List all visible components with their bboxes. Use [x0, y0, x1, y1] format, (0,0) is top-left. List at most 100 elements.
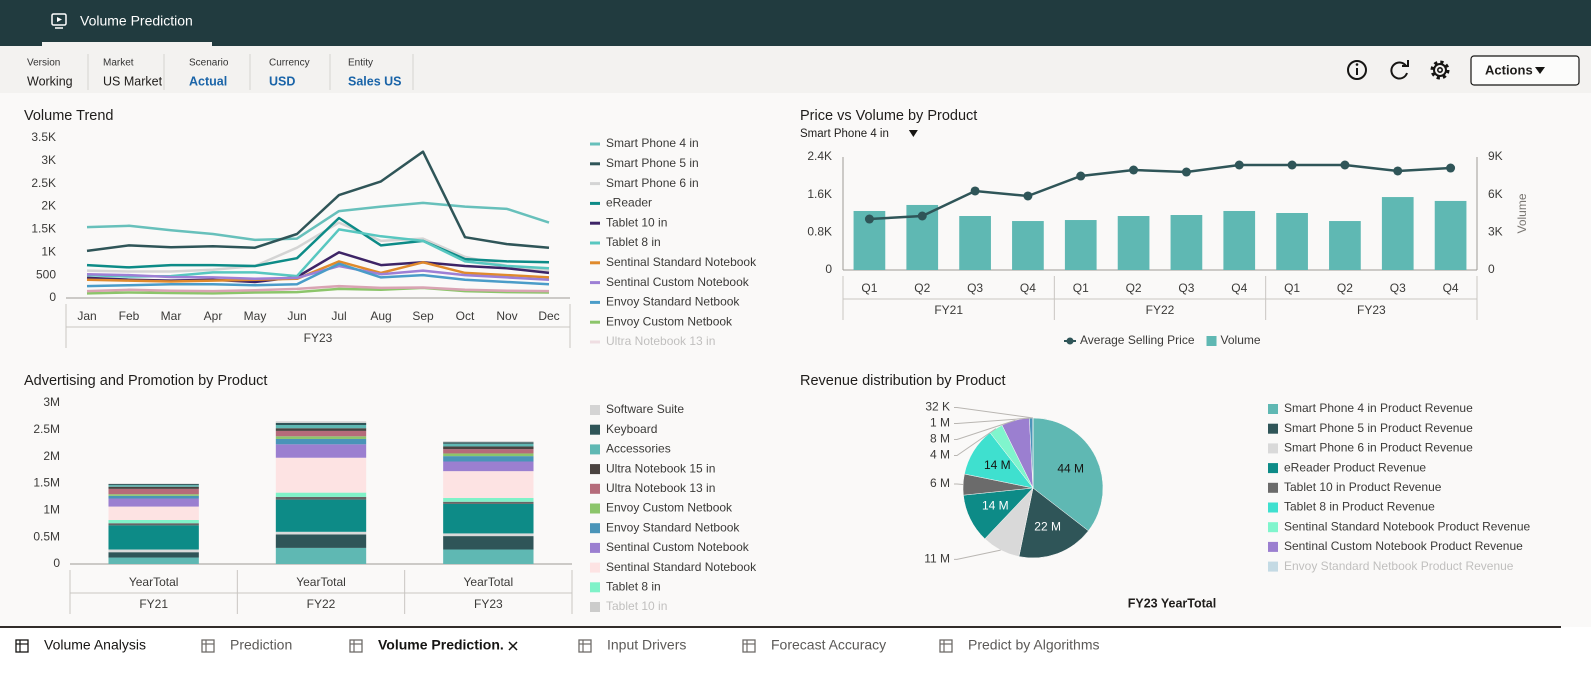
y-tick-label: 1.5K [31, 222, 56, 236]
x-group-label: FY22 [1146, 303, 1175, 317]
bottom-tab[interactable]: Prediction [201, 637, 292, 653]
x-group-label: FY23 [474, 597, 503, 611]
volume-bar [1434, 200, 1467, 270]
y-tick-label: 3.5K [31, 130, 56, 144]
stacked-segment [275, 428, 367, 431]
actions-box [1470, 55, 1580, 86]
price-point [1181, 167, 1191, 177]
trend-line [86, 284, 550, 293]
pov-value: USD [269, 74, 295, 88]
bottom-tab[interactable]: Input Drivers [578, 637, 686, 653]
legend-label: Average Selling Price [1080, 333, 1195, 347]
x-group-label: FY23 [304, 331, 333, 345]
trend-line [86, 201, 550, 242]
pov-value: Actual [189, 74, 227, 88]
legend-item: Sentinal Standard Notebook [590, 560, 757, 574]
actions-button[interactable]: Actions [1470, 55, 1580, 86]
volume-bar [1329, 221, 1361, 270]
legend-item: Keyboard [590, 422, 657, 436]
x-tick-label: Apr [204, 309, 223, 323]
stacked-segment [108, 488, 199, 495]
x-tick-label: Jan [77, 309, 96, 323]
pie-caption: FY23 YearTotal [1128, 596, 1216, 610]
x-tick-label: Q4 [1443, 281, 1459, 295]
settings-button[interactable] [1430, 60, 1450, 80]
legend-item: Tablet 8 in [590, 235, 661, 249]
legend-item: Volume [1206, 333, 1261, 347]
stacked-segment [443, 497, 534, 502]
top-bar [0, 0, 1591, 46]
x-tick-label: YearTotal [129, 575, 179, 589]
legend-label: Envoy Custom Netbook [606, 501, 733, 515]
y-tick-label: 0 [825, 262, 832, 276]
legend-label: Envoy Standard Netbook [606, 520, 740, 534]
legend-swatch [1268, 502, 1278, 513]
stacked-segment [275, 492, 367, 497]
pov-label: Currency [269, 58, 310, 69]
chart-title: Advertising and Promotion by Product [24, 373, 267, 389]
legend-label: Smart Phone 4 in Product Revenue [1284, 401, 1473, 415]
slice-label: 44 M [1057, 462, 1084, 476]
x-tick-label: May [244, 309, 267, 323]
tab-label: Volume Prediction. [378, 637, 504, 653]
tab-label: Forecast Accuracy [771, 637, 886, 653]
tab-close[interactable] [508, 641, 518, 651]
stacked-segment [275, 425, 367, 429]
price-point [1076, 171, 1086, 181]
chart-subtitle: Smart Phone 4 in [800, 128, 889, 140]
bottom-tab[interactable]: Volume Prediction. [349, 637, 518, 653]
legend-item: Envoy Custom Netbook [590, 314, 733, 328]
legend-item: Envoy Standard Netbook [590, 295, 740, 309]
app-tab[interactable]: Volume Prediction [42, 13, 212, 46]
legend-swatch [1268, 443, 1278, 454]
stacked-segment [443, 533, 534, 537]
x-tick-label: Q2 [1126, 281, 1142, 295]
stacked-segment [275, 421, 367, 423]
x-tick-label: Q3 [1178, 281, 1194, 295]
tab-icon [51, 13, 67, 26]
bottom-tab[interactable]: Volume Analysis [15, 637, 146, 653]
legend-swatch [1268, 482, 1278, 493]
slice-label: 32 K [925, 400, 950, 414]
stacked-segment [443, 449, 534, 454]
legend-item: Envoy Standard Netbook [590, 520, 740, 534]
pie-slice [1032, 417, 1104, 532]
legend-swatch [1268, 561, 1278, 572]
trend-line [86, 262, 550, 288]
legend-label: Ultra Notebook 15 in [606, 461, 715, 475]
legend-label: Envoy Standard Netbook [606, 295, 740, 309]
tab-label: Prediction [230, 637, 292, 653]
tab-icon [15, 639, 29, 653]
x-tick-label: Q4 [1020, 281, 1036, 295]
chart-title: Price vs Volume by Product [800, 108, 977, 124]
volume-bar [959, 216, 991, 270]
legend-item: Ultra Notebook 13 in [590, 481, 715, 495]
x-tick-label: Q1 [1284, 281, 1300, 295]
info-button[interactable] [1347, 60, 1367, 80]
gear-hub [1437, 67, 1444, 74]
legend-label: Tablet 10 in [606, 599, 667, 613]
legend-item: Sentinal Custom Notebook [590, 275, 750, 289]
x-group-label: FY22 [307, 597, 336, 611]
legend-label: Sentinal Custom Notebook [606, 540, 750, 554]
x-tick-label: Nov [496, 309, 517, 323]
y-tick-label: 2.5M [33, 422, 60, 436]
legend-item: Smart Phone 6 in Product Revenue [1268, 441, 1473, 455]
pov-value: US Market [103, 74, 163, 88]
stacked-segment [275, 534, 367, 548]
bottom-tab[interactable]: Forecast Accuracy [742, 637, 886, 653]
refresh-button[interactable] [1390, 60, 1409, 80]
bottom-tab[interactable]: Predict by Algorithms [939, 637, 1100, 653]
leader-line [954, 549, 1001, 560]
x-tick-label: Dec [538, 309, 559, 323]
x-tick-label: Jul [331, 309, 346, 323]
volume-bar [1012, 221, 1044, 270]
legend-label: Sentinal Standard Notebook Product Reven… [1284, 519, 1530, 533]
stacked-segment [443, 442, 534, 444]
legend-item: Tablet 8 in [590, 579, 661, 593]
legend-swatch [1268, 423, 1278, 434]
stacked-segment [443, 443, 534, 447]
legend-label: Volume [1221, 333, 1261, 347]
stacked-segment [108, 495, 199, 499]
product-selector[interactable]: Smart Phone 4 in [800, 128, 918, 140]
